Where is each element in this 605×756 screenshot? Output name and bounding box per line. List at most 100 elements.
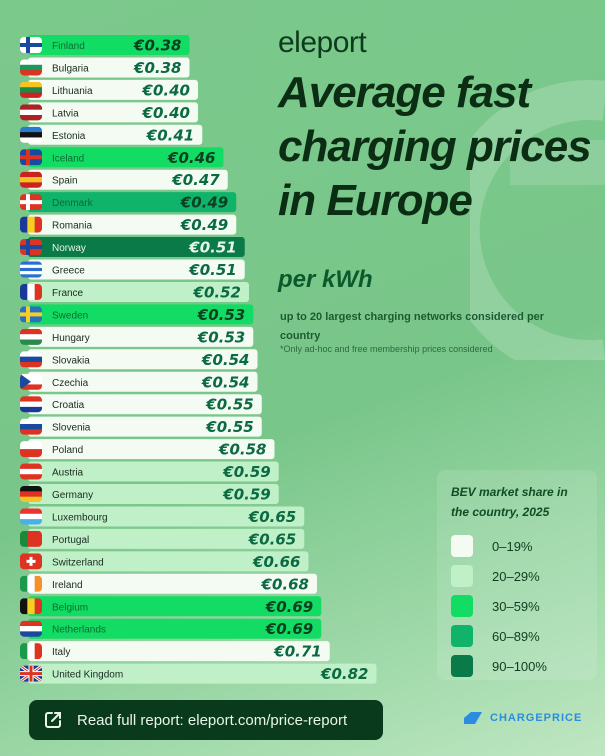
value-label: €0.40 bbox=[142, 104, 190, 122]
eleport-logo: eleport bbox=[278, 26, 367, 59]
bar-row: Lithuania €0.40 bbox=[20, 79, 198, 100]
flag-portugal-icon bbox=[20, 530, 42, 547]
value-label: €0.59 bbox=[222, 486, 270, 504]
bar bbox=[28, 169, 228, 190]
footnote: *Only ad-hoc and free membership prices … bbox=[280, 344, 493, 354]
legend-label: 90–100% bbox=[492, 658, 547, 674]
subtitle: up to 20 largest charging networks consi… bbox=[280, 311, 545, 342]
bar bbox=[28, 192, 237, 213]
flag-lithuania-icon bbox=[20, 81, 42, 98]
background-euro-bar bbox=[510, 140, 605, 185]
bar bbox=[28, 461, 279, 482]
unit-label: per kWh bbox=[278, 266, 373, 293]
flag-france-icon bbox=[20, 283, 42, 300]
legend-swatch bbox=[451, 595, 473, 617]
value-label: €0.54 bbox=[201, 373, 249, 391]
country-label: United Kingdom bbox=[52, 670, 123, 681]
bar bbox=[28, 663, 377, 684]
legend-label: 0–19% bbox=[492, 538, 533, 554]
flag-greece-icon bbox=[20, 261, 42, 278]
flag-united-kingdom-icon bbox=[20, 665, 42, 682]
bar bbox=[28, 551, 309, 572]
country-label: Germany bbox=[52, 490, 93, 501]
bar bbox=[28, 484, 279, 504]
legend-item: 90–100% bbox=[451, 655, 547, 677]
bar-row: Romania €0.49 bbox=[20, 214, 237, 235]
country-label: Denmark bbox=[52, 198, 94, 209]
value-label: €0.68 bbox=[261, 575, 309, 593]
country-label: Italy bbox=[52, 647, 70, 658]
value-label: €0.38 bbox=[133, 59, 181, 77]
bar-row: Latvia €0.40 bbox=[20, 102, 198, 123]
flag-italy-icon bbox=[20, 643, 42, 660]
bar bbox=[28, 416, 262, 437]
bar-row: Portugal €0.65 bbox=[20, 528, 305, 549]
bar-row: Slovenia €0.55 bbox=[20, 416, 262, 437]
bar-row: Sweden €0.53 bbox=[20, 304, 254, 325]
bar bbox=[28, 326, 254, 347]
legend-swatch bbox=[451, 535, 473, 557]
bar bbox=[28, 124, 203, 145]
country-label: Austria bbox=[52, 468, 84, 479]
value-label: €0.40 bbox=[142, 81, 190, 99]
value-label: €0.69 bbox=[265, 598, 313, 616]
bar-row: Estonia €0.41 bbox=[20, 124, 203, 145]
legend-item: 60–89% bbox=[451, 625, 540, 647]
value-label: €0.65 bbox=[248, 508, 296, 526]
bar-row: Switzerland €0.66 bbox=[20, 551, 309, 572]
flag-austria-icon bbox=[20, 463, 42, 480]
value-label: €0.46 bbox=[167, 149, 215, 167]
legend-swatch bbox=[451, 565, 473, 587]
flag-iceland-icon bbox=[20, 149, 42, 166]
external-link-icon bbox=[45, 712, 61, 728]
value-label: €0.65 bbox=[248, 530, 296, 548]
bar-row: Poland €0.58 bbox=[20, 439, 275, 460]
country-label: Slovakia bbox=[52, 355, 90, 366]
bar bbox=[28, 528, 305, 549]
flag-ireland-icon bbox=[20, 575, 42, 592]
bar bbox=[28, 618, 322, 639]
legend-item: 30–59% bbox=[451, 595, 540, 617]
bar bbox=[28, 237, 245, 258]
read-report-button[interactable]: Read full report: eleport.com/price-repo… bbox=[29, 700, 383, 740]
bar-row: Norway €0.51 bbox=[20, 237, 245, 258]
country-label: Luxembourg bbox=[52, 512, 108, 523]
bar bbox=[28, 596, 322, 617]
bar bbox=[28, 281, 249, 302]
legend: BEV market share in the country, 2025 0–… bbox=[437, 470, 597, 680]
bar-row: Hungary €0.53 bbox=[20, 326, 254, 347]
legend-title: BEV market share in the country, 2025 bbox=[451, 485, 568, 519]
country-label: France bbox=[52, 288, 84, 299]
flag-finland-icon bbox=[20, 37, 42, 53]
country-label: Poland bbox=[52, 445, 83, 456]
country-label: Estonia bbox=[52, 131, 86, 142]
country-label: Spain bbox=[52, 176, 78, 187]
value-label: €0.49 bbox=[180, 216, 228, 234]
bar bbox=[28, 57, 190, 78]
value-label: €0.55 bbox=[205, 418, 253, 436]
country-label: Romania bbox=[52, 221, 92, 232]
bar bbox=[28, 147, 224, 168]
value-label: €0.71 bbox=[273, 643, 321, 661]
flag-sweden-icon bbox=[20, 306, 42, 323]
chargeprice-label: CHARGEPRICE bbox=[490, 712, 583, 724]
bar-row: United Kingdom €0.82 bbox=[20, 663, 377, 684]
legend-swatch bbox=[451, 655, 473, 677]
background-euro-ring bbox=[470, 80, 605, 360]
bar bbox=[28, 394, 262, 415]
bar-row: Germany €0.59 bbox=[20, 484, 279, 504]
bar-row: Ireland €0.68 bbox=[20, 573, 317, 594]
bar bbox=[28, 79, 198, 100]
bar-row: Italy €0.71 bbox=[20, 641, 330, 662]
legend-label: 30–59% bbox=[492, 598, 540, 614]
country-label: Norway bbox=[52, 243, 86, 254]
flag-luxembourg-icon bbox=[20, 508, 42, 525]
bar bbox=[28, 641, 330, 662]
bar-row: Finland €0.38 bbox=[20, 35, 190, 55]
bar bbox=[28, 349, 258, 370]
flag-spain-icon bbox=[20, 171, 42, 188]
page-title: Average fast charging prices in Europe bbox=[278, 68, 592, 225]
flag-poland-icon bbox=[20, 441, 42, 458]
read-report-label: Read full report: eleport.com/price-repo… bbox=[77, 711, 348, 729]
